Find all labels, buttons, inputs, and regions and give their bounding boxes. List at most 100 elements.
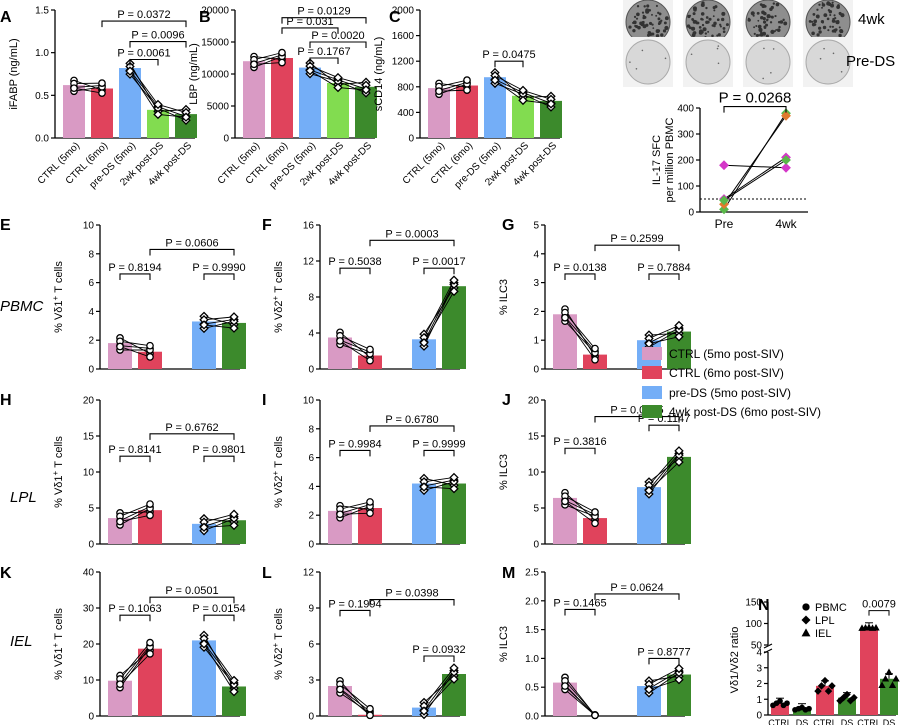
spot [651,23,654,26]
spot [722,26,726,30]
point-circle [146,341,154,350]
pair-line [564,317,596,361]
pvalue-bracket [868,610,890,616]
point-circle [463,86,471,94]
bar-K-1 [138,648,162,716]
point-circle [336,337,344,345]
spot [705,6,708,10]
spot [705,16,709,19]
pair-line [494,82,524,95]
pair-line [648,454,680,495]
spot [702,27,707,32]
pair-line [648,668,680,685]
well-pale [685,39,731,85]
point-diamond [229,675,239,686]
spot [756,11,760,15]
pvalue-label: P = 0.0268 [719,90,792,107]
point-diamond [449,275,459,285]
pvalue-bracket [281,27,339,34]
spot [831,25,835,28]
spot [765,23,769,27]
bar-J-3 [667,456,691,544]
spot [761,10,765,15]
pair-line [337,87,367,91]
panel-L: L 0 3 6 9 12 % Vδ2+ T cells P = 0.0398 P = 0.199… [262,565,466,723]
spot [750,11,755,16]
pvalue-label: P = 0.1465 [553,597,606,609]
pvalue-bracket [648,657,680,665]
spot [770,5,774,10]
spot [645,23,649,27]
pair-line [648,672,680,694]
pair-line [129,73,159,109]
bar-N-0 [771,703,789,715]
pair-line [648,329,680,348]
series-point [719,204,729,215]
spot [831,19,836,23]
y-axis-label: % Vδ2+ T cells [271,261,286,333]
y-tick-label: 1200 [392,57,415,68]
bar-C-1 [456,85,478,138]
pair-line [157,104,187,114]
pair-line [339,504,371,514]
pair-line [648,327,680,344]
point-diamond [824,687,833,695]
spot [664,57,667,60]
point-diamond [229,520,239,531]
spot [772,2,775,5]
pvalue-label: P = 0.0096 [131,30,184,42]
pair-line [253,52,283,61]
point-diamond [839,693,848,702]
point-diamond [305,65,315,76]
panel-K: K 0 10 20 30 40 % Vδ1+ T cells P = 0.0501 P = 0.… [0,565,246,723]
legend-label-ctrl5: CTRL (5mo post-SIV) [669,347,784,361]
y-tick-label: 2.5 [525,568,539,579]
pair-line [119,337,151,354]
y-tick-label: 2 [88,336,94,347]
y-tick-label: 15 [528,432,540,443]
pair-line [309,69,339,81]
y-tick-label: 10 [83,221,95,232]
spot [757,24,762,29]
pvalue-bracket [129,58,159,66]
spot [689,14,692,17]
pair-line [564,312,596,349]
pvalue-label: P = 0.031 [286,16,333,28]
bar-N-4 [860,627,878,715]
spot [840,30,844,34]
y-tick-label: 0.0 [35,134,49,145]
spot [647,30,652,35]
y-tick-label: 6 [88,278,94,289]
spot [829,25,832,28]
point-diamond [449,286,459,297]
spot [708,17,712,21]
point-triangle [885,668,893,675]
y-tick-label: 2000 [392,6,415,17]
spot [816,33,820,37]
pair-line [339,692,371,714]
spot [823,47,825,50]
point-circle [591,508,599,516]
pvalue-bracket [423,267,455,275]
y-tick-label: 1 [756,695,762,706]
panel-A: A 0.0 0.5 1.0 1.5 iFABP (ng/mL) P = 0.0372 P = … [0,6,197,191]
spot [778,25,781,29]
y-tick-label: 200 [677,156,694,167]
spot [652,27,655,30]
pvalue-bracket [594,593,680,600]
pvalue-bracket [203,273,235,280]
spot [769,21,773,24]
panel-E: E 0 2 4 6 8 10 % Vδ1+ T cells P = 0.0606 P = 0.81… [0,217,246,376]
pvalue-label: P = 0.0606 [165,237,218,249]
legend-swatch-ctrl6 [642,366,662,379]
spot [719,25,722,28]
pair-line [648,679,680,690]
spot [822,25,827,30]
pvalue-bracket [339,609,371,617]
spot [775,2,780,7]
point-circle [591,519,599,528]
panel-M: M 0.0 0.5 1.0 1.5 2.0 2.5 % ILC3 P = 0.0624 P = 0… [498,565,691,723]
bar-C-2 [484,77,506,138]
legend-label: PBMC [815,602,847,614]
well-pale [625,39,671,85]
